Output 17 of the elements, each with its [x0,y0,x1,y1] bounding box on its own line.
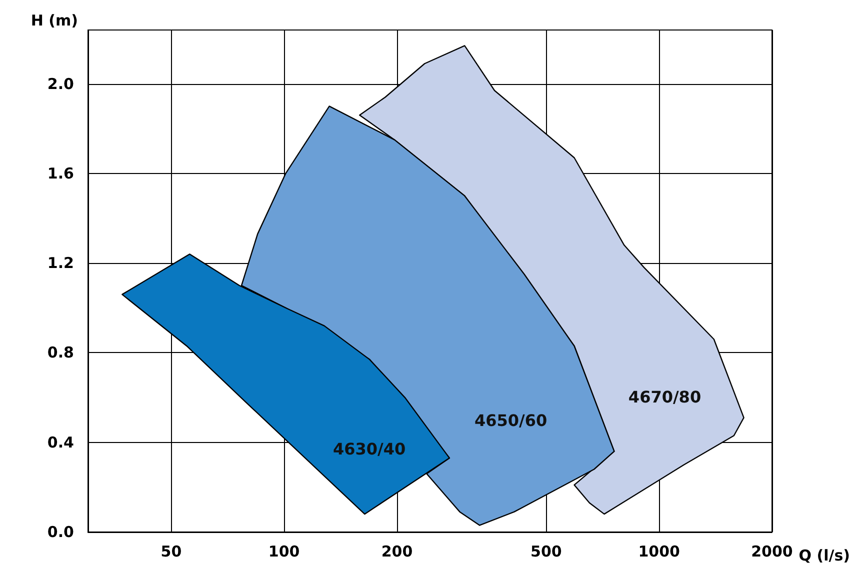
x-tick-label: 1000 [638,542,680,560]
y-tick-label: 0.8 [47,344,74,362]
y-axis-title: H (m) [30,12,78,30]
x-tick-label: 50 [160,542,182,560]
y-tick-label: 1.6 [47,164,74,182]
y-tick-label: 0.4 [47,433,74,452]
y-tick-label: 0.0 [47,523,74,541]
series-label: 4670/80 [628,387,702,406]
series-label: 4630/40 [332,440,406,459]
x-axis-title: Q (l/s) [798,546,850,564]
y-tick-label: 2.0 [47,74,74,93]
x-tick-label: 2000 [751,542,793,560]
series-label: 4650/60 [474,411,548,430]
x-tick-label: 500 [530,542,562,560]
y-tick-label: 1.2 [47,254,74,272]
x-tick-label: 100 [268,542,300,560]
x-tick-label: 200 [381,542,413,560]
